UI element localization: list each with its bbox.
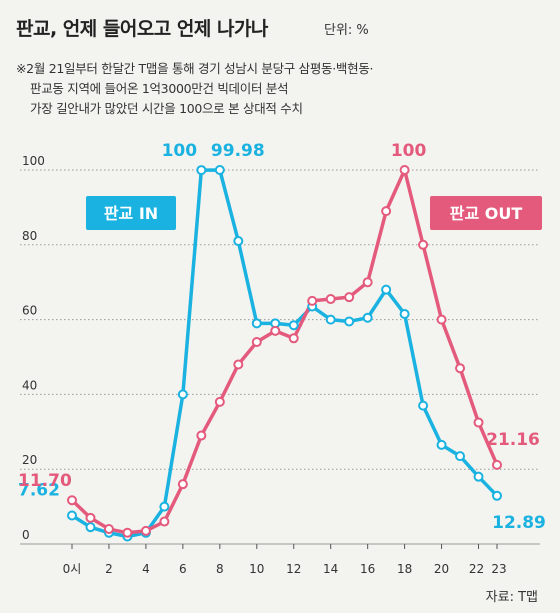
data-point-in	[233, 236, 244, 247]
data-point-out	[270, 325, 281, 336]
data-point-out	[381, 206, 392, 217]
data-point-in	[418, 400, 429, 411]
data-label-in: 99.98	[211, 141, 265, 161]
legend-box-in	[86, 196, 176, 230]
note-line-3: 가장 길안내가 많았던 시간을 100으로 본 상대적 수치	[30, 101, 303, 116]
x-tick-label: 22	[469, 562, 484, 576]
data-point-out	[288, 333, 299, 344]
legend-label-in: 판교 IN	[104, 204, 158, 223]
data-point-in	[455, 451, 466, 462]
note-line-1: ※2월 21일부터 한달간 T맵을 통해 경기 성남시 분당구 삼평동·백현동·	[16, 61, 374, 76]
data-point-out	[196, 430, 207, 441]
data-point-out	[67, 495, 77, 506]
data-label-in: 7.62	[18, 481, 60, 501]
x-tick-label: 4	[142, 562, 150, 576]
data-point-in	[159, 501, 170, 512]
data-point-out	[177, 479, 188, 490]
y-tick-label: 100	[22, 154, 45, 168]
data-point-out	[159, 516, 170, 527]
data-point-out	[418, 239, 429, 250]
y-tick-label: 20	[22, 453, 37, 467]
x-tick-label: 14	[323, 562, 338, 576]
y-tick-label: 0	[22, 528, 30, 542]
data-point-out	[473, 417, 484, 428]
data-point-in	[177, 389, 188, 400]
data-point-in	[288, 320, 299, 331]
data-point-in	[399, 308, 410, 319]
data-point-in	[325, 314, 336, 325]
data-point-out	[85, 512, 96, 523]
data-point-in	[473, 471, 484, 482]
data-point-out	[492, 459, 502, 470]
legend-box-out	[430, 196, 542, 230]
data-point-out	[399, 165, 410, 175]
x-tick-label: 23	[491, 562, 506, 576]
x-tick-label: 10	[249, 562, 264, 576]
data-point-out	[103, 524, 114, 535]
data-point-out	[325, 294, 336, 305]
data-point-out	[251, 337, 262, 348]
x-tick-label: 8	[216, 562, 224, 576]
unit-label: 단위: %	[324, 23, 369, 38]
data-point-out	[307, 295, 318, 306]
data-point-in	[436, 439, 447, 450]
data-point-in	[251, 318, 262, 329]
x-tick-label: 6	[179, 562, 187, 576]
data-point-in	[214, 165, 225, 175]
x-tick-label: 2	[105, 562, 113, 576]
x-tick-label: 0시	[63, 562, 82, 576]
data-point-in	[362, 312, 373, 323]
data-point-out	[122, 527, 133, 538]
data-point-out	[214, 396, 225, 407]
data-point-in	[67, 510, 77, 521]
data-label-out: 21.16	[486, 430, 540, 450]
x-tick-label: 12	[286, 562, 301, 576]
data-point-out	[362, 277, 373, 288]
data-point-in	[85, 522, 96, 533]
y-tick-label: 80	[22, 229, 37, 243]
legend-label-out: 판교 OUT	[450, 204, 523, 223]
note-line-2: 판교동 지역에 들어온 1억3000만건 빅데이터 분석	[30, 81, 289, 96]
data-label-in: 100	[162, 141, 198, 161]
data-point-out	[436, 314, 447, 325]
chart-title: 판교, 언제 들어오고 언제 나가나	[16, 18, 268, 40]
source-label: 자료: T맵	[485, 590, 538, 605]
data-point-in	[492, 490, 502, 501]
data-point-out	[455, 363, 466, 374]
data-label-in: 12.89	[492, 513, 546, 533]
data-point-out	[140, 525, 151, 536]
y-tick-label: 40	[22, 378, 37, 392]
data-point-out	[344, 292, 355, 303]
data-label-out: 100	[391, 141, 427, 161]
data-point-in	[344, 316, 355, 327]
data-point-out	[233, 359, 244, 370]
data-point-in	[196, 165, 207, 176]
y-tick-label: 60	[22, 304, 37, 318]
data-point-in	[381, 284, 392, 295]
x-tick-label: 16	[360, 562, 375, 576]
x-tick-label: 20	[434, 562, 449, 576]
x-tick-label: 18	[397, 562, 412, 576]
data-label-out: 11.70	[18, 471, 72, 491]
